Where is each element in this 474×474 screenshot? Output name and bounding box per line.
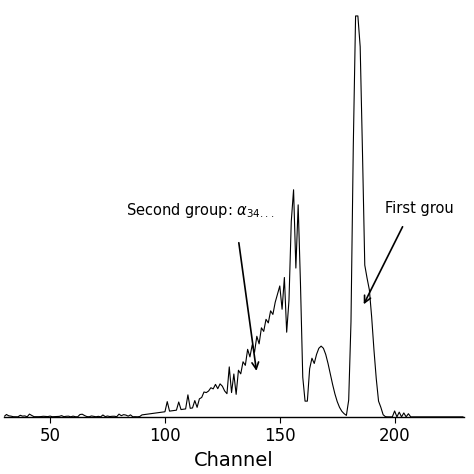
X-axis label: Channel: Channel [194,451,273,470]
Text: First grou: First grou [385,201,454,217]
Text: Second group: $\alpha_{34...}$: Second group: $\alpha_{34...}$ [126,201,274,220]
